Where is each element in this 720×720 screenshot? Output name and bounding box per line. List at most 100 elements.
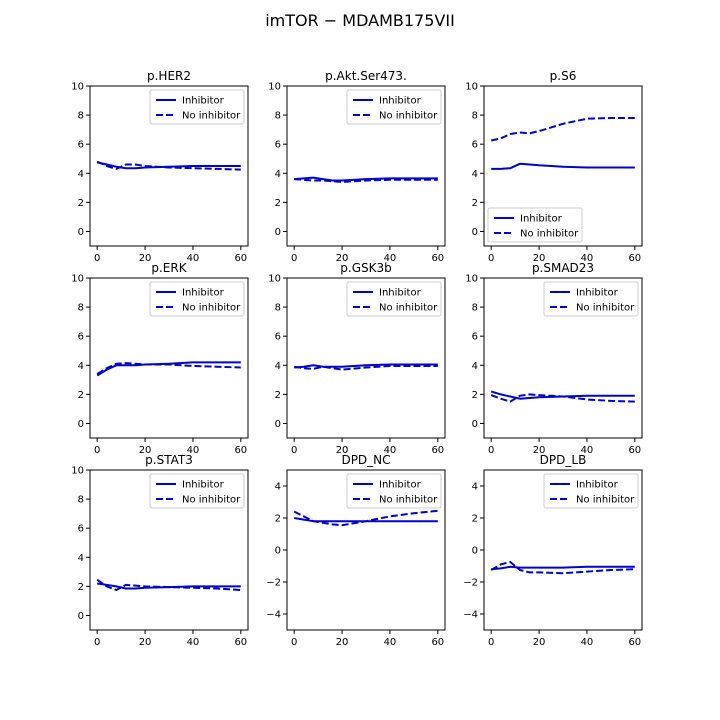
series-line-no-inhibitor <box>96 578 241 591</box>
series-line-no-inhibitor <box>96 362 241 375</box>
x-tick-label: 20 <box>336 445 349 456</box>
subplot-title: p.HER2 <box>147 69 191 83</box>
subplot-9: DPD_LB 0 20 40 60 −4 −2 0 2 4 Inhibitor No inhibito… <box>463 453 643 648</box>
legend-label: No inhibitor <box>576 495 635 506</box>
y-tick-label: −2 <box>463 578 478 589</box>
x-tick-label: 20 <box>533 253 546 264</box>
x-tick-label: 20 <box>139 253 152 264</box>
subplot-title: p.S6 <box>550 69 577 83</box>
axes-frame <box>89 469 249 631</box>
y-tick-label: 6 <box>78 140 84 151</box>
axes-frame <box>89 277 249 439</box>
series-line-no-inhibitor <box>294 178 438 183</box>
series-line-inhibitor <box>491 565 635 571</box>
x-tick-label: 40 <box>384 445 397 456</box>
legend-label: No inhibitor <box>379 303 438 314</box>
figure-title: imTOR − MDAMB175VII <box>265 11 455 30</box>
legend-label: Inhibitor <box>379 288 422 299</box>
series-line-inhibitor <box>96 161 241 170</box>
legend-box <box>149 473 245 509</box>
y-tick-label: 8 <box>78 495 84 506</box>
series-line-no-inhibitor <box>490 561 635 575</box>
y-tick-label: 10 <box>268 82 281 93</box>
subplot-8: DPD_NC 0 20 40 60 −4 −2 0 2 4 Inhibitor No inhibito… <box>266 453 446 648</box>
series-line-inhibitor <box>97 582 241 590</box>
subplot-title: p.SMAD23 <box>532 261 594 275</box>
subplot-3: p.S6 0 20 40 60 0 2 4 6 8 10 Inhibitor No inhibitor <box>465 69 643 264</box>
y-tick-label: 0 <box>275 419 281 430</box>
series-line-inhibitor <box>294 176 438 182</box>
x-tick-label: 60 <box>234 637 247 648</box>
axes-frame <box>286 277 446 439</box>
series-line-inhibitor <box>294 363 438 369</box>
x-tick-label: 20 <box>139 637 152 648</box>
y-tick-label: 0 <box>78 419 84 430</box>
y-tick-label: 2 <box>472 198 478 209</box>
x-tick-label: 60 <box>234 445 247 456</box>
legend-label: Inhibitor <box>182 288 225 299</box>
x-tick-label: 60 <box>234 253 247 264</box>
y-tick-label: −4 <box>463 610 478 621</box>
x-tick-label: 40 <box>581 445 594 456</box>
series-line-no-inhibitor <box>293 509 438 527</box>
legend: Inhibitor No inhibitor <box>346 281 442 317</box>
x-tick-label: 60 <box>431 445 444 456</box>
x-tick-label: 40 <box>581 253 594 264</box>
x-tick-label: 0 <box>94 637 100 648</box>
legend-box <box>346 473 442 509</box>
y-tick-label: 2 <box>275 390 281 401</box>
y-tick-label: 0 <box>78 227 84 238</box>
y-tick-label: 6 <box>78 524 84 535</box>
y-tick-label: 6 <box>275 332 281 343</box>
y-tick-label: 2 <box>78 390 84 401</box>
x-tick-label: 0 <box>488 637 494 648</box>
y-tick-label: 4 <box>275 482 281 493</box>
y-tick-label: 6 <box>472 332 478 343</box>
legend-label: Inhibitor <box>182 480 225 491</box>
y-tick-label: 4 <box>78 553 84 564</box>
y-tick-label: 4 <box>472 361 478 372</box>
legend-label: Inhibitor <box>379 96 422 107</box>
y-tick-label: 10 <box>465 274 478 285</box>
y-tick-label: −2 <box>266 578 281 589</box>
x-tick-label: 40 <box>384 637 397 648</box>
x-tick-label: 0 <box>94 445 100 456</box>
subplot-title: DPD_LB <box>540 453 587 467</box>
series-line-no-inhibitor <box>490 117 635 142</box>
legend-label: No inhibitor <box>379 495 438 506</box>
legend: Inhibitor No inhibitor <box>543 281 639 317</box>
legend-label: Inhibitor <box>576 288 619 299</box>
axes-frame <box>89 85 249 247</box>
x-tick-label: 40 <box>187 253 200 264</box>
x-tick-label: 60 <box>628 445 641 456</box>
y-tick-label: 8 <box>78 303 84 314</box>
series-line-no-inhibitor <box>490 393 635 403</box>
y-tick-label: 10 <box>71 466 84 477</box>
x-tick-label: 0 <box>291 445 297 456</box>
y-tick-label: 4 <box>472 482 478 493</box>
y-tick-label: 10 <box>268 274 281 285</box>
y-tick-label: 8 <box>472 303 478 314</box>
x-tick-label: 0 <box>488 445 494 456</box>
x-tick-label: 60 <box>431 253 444 264</box>
subplot-5: p.GSK3b 0 20 40 60 0 2 4 6 8 10 Inhibitor No inhibit… <box>268 261 446 456</box>
x-tick-label: 40 <box>581 637 594 648</box>
legend-label: Inhibitor <box>379 480 422 491</box>
x-tick-label: 20 <box>336 637 349 648</box>
legend-box <box>149 281 245 317</box>
axes-frame <box>483 277 643 439</box>
x-tick-label: 40 <box>384 253 397 264</box>
legend: Inhibitor No inhibitor <box>149 89 245 125</box>
y-tick-label: 6 <box>78 332 84 343</box>
x-tick-label: 20 <box>533 637 546 648</box>
legend-label: Inhibitor <box>576 480 619 491</box>
x-tick-label: 0 <box>291 253 297 264</box>
series-line-no-inhibitor <box>294 365 438 371</box>
x-tick-label: 40 <box>187 637 200 648</box>
y-tick-label: 2 <box>275 198 281 209</box>
x-tick-label: 20 <box>533 445 546 456</box>
legend-label: No inhibitor <box>182 111 241 122</box>
series-line-no-inhibitor <box>96 160 241 171</box>
legend-box <box>543 473 639 509</box>
x-tick-label: 20 <box>139 445 152 456</box>
